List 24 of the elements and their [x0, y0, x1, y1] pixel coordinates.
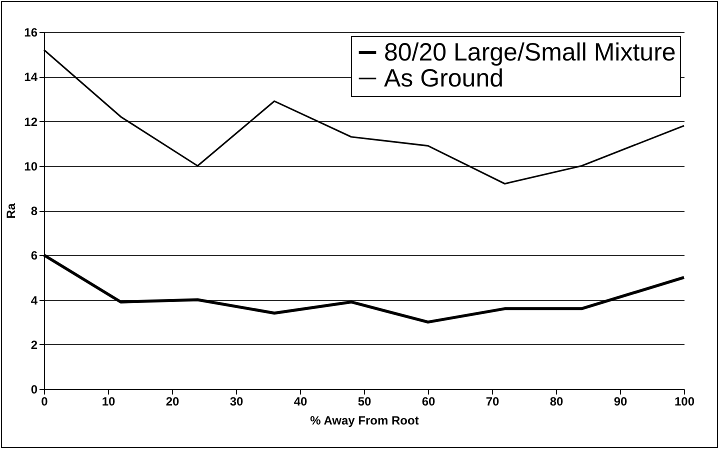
x-tick-label: 10: [102, 394, 116, 408]
x-tick-label: 80: [550, 394, 564, 408]
x-axis-title: % Away From Root: [310, 414, 419, 428]
y-tick-label: 4: [30, 293, 38, 308]
y-tick-label: 10: [24, 159, 38, 174]
y-tick-label: 8: [30, 204, 38, 218]
y-tick-label: 14: [24, 70, 38, 84]
legend-label: As Ground: [384, 64, 504, 92]
x-tick-label: 70: [486, 394, 500, 408]
x-tick-label: 0: [41, 394, 48, 408]
y-tick-label: 2: [30, 338, 38, 352]
x-tick-label: 50: [358, 394, 372, 408]
legend-label: 80/20 Large/Small Mixture: [384, 38, 676, 66]
x-tick-label: 40: [294, 394, 308, 408]
x-tick-label: 90: [614, 394, 628, 408]
x-tick-label: 60: [422, 394, 436, 408]
x-tick-label: 20: [166, 394, 180, 408]
y-tick-label: 0: [30, 382, 38, 396]
x-tick-label: 30: [230, 394, 244, 408]
y-axis-title: Ra: [4, 203, 18, 219]
y-tick-label: 16: [24, 26, 38, 40]
y-tick-label: 6: [30, 248, 38, 263]
x-tick-label: 100: [674, 394, 695, 408]
y-tick-label: 12: [24, 114, 38, 129]
